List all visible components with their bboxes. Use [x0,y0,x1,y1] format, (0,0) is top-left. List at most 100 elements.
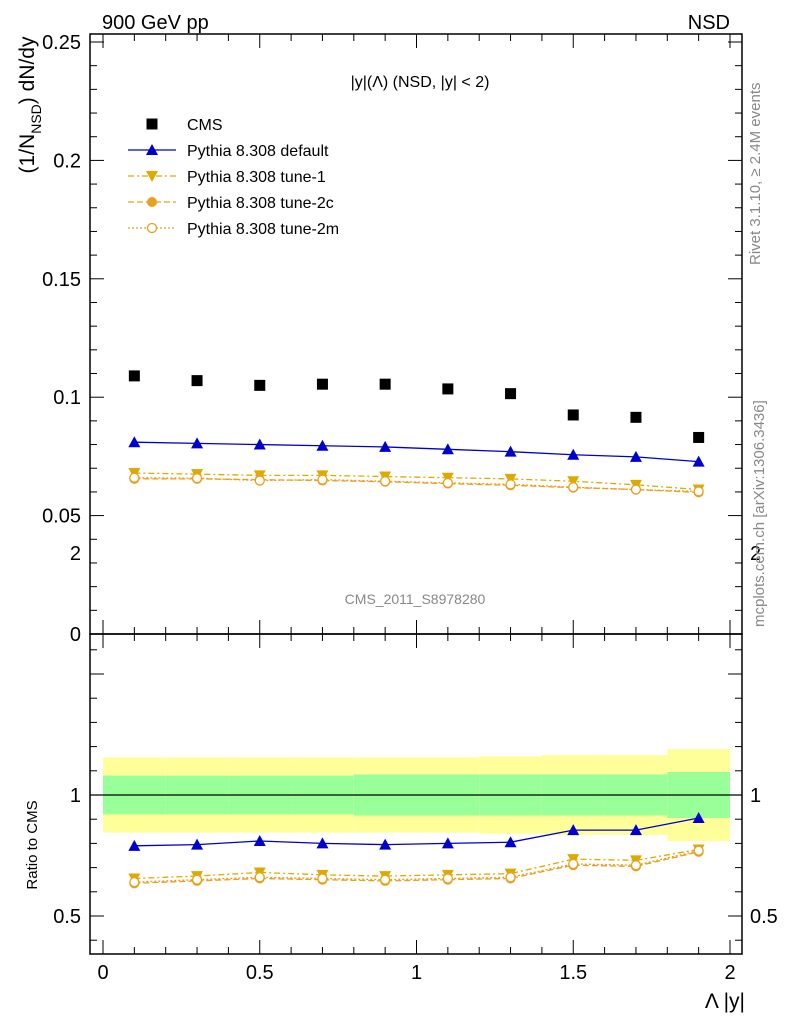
mcplots-reference-label: mcplots.cern.ch [arXiv:1306.3436] [751,400,768,627]
main-data-point [129,472,140,483]
ratio-y-axis-label: Ratio to CMS [24,800,41,889]
main-data-point [379,476,391,487]
ratio-y-tick-label: 1 [70,785,81,807]
main-data-point [441,443,454,455]
legend: CMS Pythia 8.308 default Pythia 8.308 tune… [128,117,339,238]
main-data-point [568,482,579,493]
ratio-series-2 [129,846,704,889]
main-series-line [134,441,699,463]
x-tick-label: 1.5 [559,962,587,984]
main-series-3 [129,472,704,497]
main-series-0 [128,436,705,467]
main-data-point [191,437,204,449]
ratio-tick-layer: 0.5 0.5 1 1 2 2 0 0.5 1 1.5 2 [53,543,778,984]
main-data-point [442,477,454,489]
main-y-tick-label: 0.25 [42,32,81,54]
main-y-tick-label: 0.1 [53,387,81,409]
legend-item: CMS [146,117,223,134]
main-data-point [442,383,454,395]
main-tick-layer: 0 0.05 0.1 0.15 0.2 0.25 [42,32,742,646]
main-data-point [629,450,642,462]
main-data-point [692,455,705,467]
legend-label: Pythia 8.308 tune-1 [187,169,326,186]
ratio-data-point [317,873,328,884]
main-data-point [253,438,266,450]
legend-marker [146,144,158,155]
svg-text:(1/NNSD) dN/dy: (1/NNSD) dN/dy [16,36,44,173]
main-data-point [254,475,265,486]
ratio-data-point [567,824,580,836]
legend-item: Pythia 8.308 tune-2m [128,221,339,238]
legend-label: Pythia 8.308 tune-2c [187,195,334,212]
ratio-y-tick-label: 0.5 [53,906,81,928]
main-data-point [630,411,642,423]
main-data-point [316,378,328,390]
ratio-y-tick-label-right: 0.5 [750,906,778,928]
main-panel: 0 0.05 0.1 0.15 0.2 0.25 [42,32,743,646]
ratio-data-point [254,872,265,883]
main-y-tick-label: 0 [70,624,81,646]
legend-marker [147,197,157,207]
main-data-point [567,409,579,421]
main-data-point [567,476,580,488]
x-tick-label: 0 [97,962,108,984]
main-data-point [254,379,266,391]
x-tick-label: 0.5 [246,962,274,984]
ratio-data-point [504,836,517,848]
legend-label: Pythia 8.308 default [187,143,329,160]
header-left-text: 900 GeV pp [102,12,209,34]
main-series-4 [128,370,705,443]
main-data-point [316,439,329,451]
ratio-data-point [191,838,204,850]
ratio-series-line [134,848,699,880]
ratio-series-3 [129,845,704,888]
main-data-point [191,473,203,484]
ratio-data-point [630,860,642,871]
ratio-data-point [568,858,579,870]
main-data-point [693,486,704,497]
ratio-data-point [693,845,704,856]
main-data-point [379,378,391,390]
ratio-data-point [629,824,642,836]
ratio-y-tick-label: 2 [70,543,81,565]
ratio-data-point [692,811,705,823]
main-data-point [630,484,642,495]
legend-item: Pythia 8.308 tune-2c [128,195,334,212]
ratio-panel-frame [89,633,743,955]
main-series-1 [128,467,705,496]
main-y-tick-label: 0.2 [53,150,81,172]
x-tick-label: 1 [411,962,422,984]
legend-label: Pythia 8.308 tune-2m [187,221,339,238]
ratio-data-point [441,837,454,849]
ratio-data-point [129,876,140,888]
legend-item: Pythia 8.308 default [128,143,329,160]
legend-label: CMS [187,117,223,134]
legend-marker [146,118,158,130]
main-data-point [505,479,516,490]
ratio-y-tick-label-right: 2 [750,543,761,565]
rivet-version-label: Rivet 3.1.10, ≥ 2.4M events [747,83,764,266]
main-data-point [504,445,517,457]
analysis-id-label: CMS_2011_S8978280 [345,591,486,607]
legend-marker [146,222,158,234]
legend-item: Pythia 8.308 tune-1 [128,169,326,186]
ratio-data-point [505,872,516,883]
main-data-point [379,440,392,452]
ratio-data-point [128,839,141,851]
x-tick-label: 2 [724,962,735,984]
main-y-axis-label: (1/NNSD) dN/dy [16,36,44,173]
main-y-tick-label: 0.05 [42,506,81,528]
main-data-point [693,431,705,443]
main-data-point [567,448,580,460]
main-series-line [134,478,699,494]
legend-marker [146,171,158,182]
ratio-data-point [253,834,266,846]
ratio-data-point [442,873,454,884]
x-axis-label: Λ |y| [705,990,745,1013]
ratio-data-point [191,874,203,885]
main-series-layer [128,370,705,498]
ratio-series-0 [128,811,705,851]
ratio-data-point [379,838,392,850]
ratio-data-point [316,837,329,849]
